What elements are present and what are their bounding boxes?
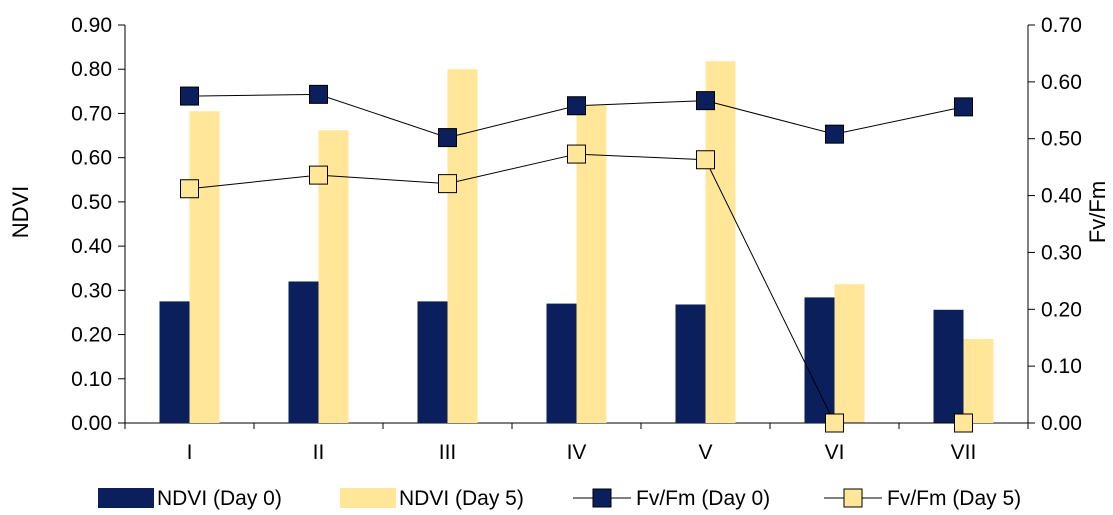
legend: NDVI (Day 0) NDVI (Day 5) Fv/Fm (Day 0) Fv/… xyxy=(98,487,1021,510)
bar-ndvi-day5 xyxy=(705,61,736,424)
point-fvfm-day0 xyxy=(825,124,844,144)
legend-label-fvfm-day0: Fv/Fm (Day 0) xyxy=(636,487,770,510)
y-tick-label-left: 0.90 xyxy=(71,14,112,37)
y-tick-label-right: 0.40 xyxy=(1041,185,1082,208)
y-tick-label-left: 0.00 xyxy=(71,412,112,435)
tick-labels-layer: 0.00 0.10 0.20 0.30 0.40 0.50 0.60 0.70 0.80 0.90… xyxy=(71,14,1082,464)
y-tick-label-right: 0.20 xyxy=(1041,298,1082,321)
point-fvfm-day5 xyxy=(180,179,199,199)
bar-ndvi-day5 xyxy=(189,111,220,423)
legend-label-fvfm-day5: Fv/Fm (Day 5) xyxy=(887,487,1021,510)
bars-layer xyxy=(159,61,994,424)
point-fvfm-day5 xyxy=(696,150,715,170)
point-fvfm-day5 xyxy=(825,413,844,433)
x-tick-label: I xyxy=(187,441,193,464)
y-tick-label-right: 0.00 xyxy=(1041,412,1082,435)
y-tick-label-left: 0.70 xyxy=(71,102,112,125)
point-fvfm-day0 xyxy=(954,97,973,117)
y-tick-label-left: 0.40 xyxy=(71,235,112,258)
bar-ndvi-day0 xyxy=(804,297,835,423)
legend-swatch-ndvi-day0 xyxy=(98,488,154,508)
bar-ndvi-day5 xyxy=(834,284,865,423)
y-tick-label-left: 0.80 xyxy=(71,58,112,81)
y-tick-label-right: 0.10 xyxy=(1041,355,1082,378)
bar-ndvi-day0 xyxy=(933,309,964,423)
bar-ndvi-day5 xyxy=(963,338,994,423)
y-tick-label-left: 0.50 xyxy=(71,191,112,214)
y-tick-label-left: 0.30 xyxy=(71,279,112,302)
lines-layer xyxy=(180,84,973,433)
point-fvfm-day0 xyxy=(438,128,457,148)
legend-label-ndvi-day5: NDVI (Day 5) xyxy=(399,487,524,510)
bar-ndvi-day5 xyxy=(447,69,478,423)
bar-ndvi-day0 xyxy=(288,281,319,423)
point-fvfm-day5 xyxy=(567,144,586,164)
point-fvfm-day5 xyxy=(438,174,457,194)
x-tick-label: IV xyxy=(567,441,587,464)
legend-marker-fvfm-day0 xyxy=(592,488,612,508)
bar-ndvi-day0 xyxy=(546,303,577,423)
x-tick-label: II xyxy=(313,441,325,464)
y-tick-label-right: 0.50 xyxy=(1041,128,1082,151)
y-tick-label-left: 0.20 xyxy=(71,324,112,347)
legend-marker-fvfm-day5 xyxy=(843,488,863,508)
y-tick-label-left: 0.10 xyxy=(71,368,112,391)
bar-ndvi-day0 xyxy=(159,301,190,423)
y-tick-label-right: 0.70 xyxy=(1041,14,1082,37)
y-axis-title-right: Fv/Fm xyxy=(1085,181,1110,243)
point-fvfm-day5 xyxy=(954,413,973,433)
x-tick-label: VI xyxy=(825,441,845,464)
x-tick-label: V xyxy=(698,441,712,464)
point-fvfm-day0 xyxy=(309,84,328,104)
bar-ndvi-day0 xyxy=(675,304,706,423)
y-tick-label-right: 0.30 xyxy=(1041,241,1082,264)
y-axis-title-left: NDVI xyxy=(8,186,33,239)
point-fvfm-day0 xyxy=(696,91,715,111)
bar-ndvi-day0 xyxy=(417,301,448,423)
point-fvfm-day5 xyxy=(309,165,328,185)
legend-swatch-ndvi-day5 xyxy=(340,488,396,508)
x-tick-label: III xyxy=(439,441,457,464)
legend-label-ndvi-day0: NDVI (Day 0) xyxy=(157,487,282,510)
point-fvfm-day0 xyxy=(180,86,199,106)
y-tick-label-right: 0.60 xyxy=(1041,71,1082,94)
point-fvfm-day0 xyxy=(567,96,586,116)
y-tick-label-left: 0.60 xyxy=(71,147,112,170)
x-tick-label: VII xyxy=(951,441,977,464)
